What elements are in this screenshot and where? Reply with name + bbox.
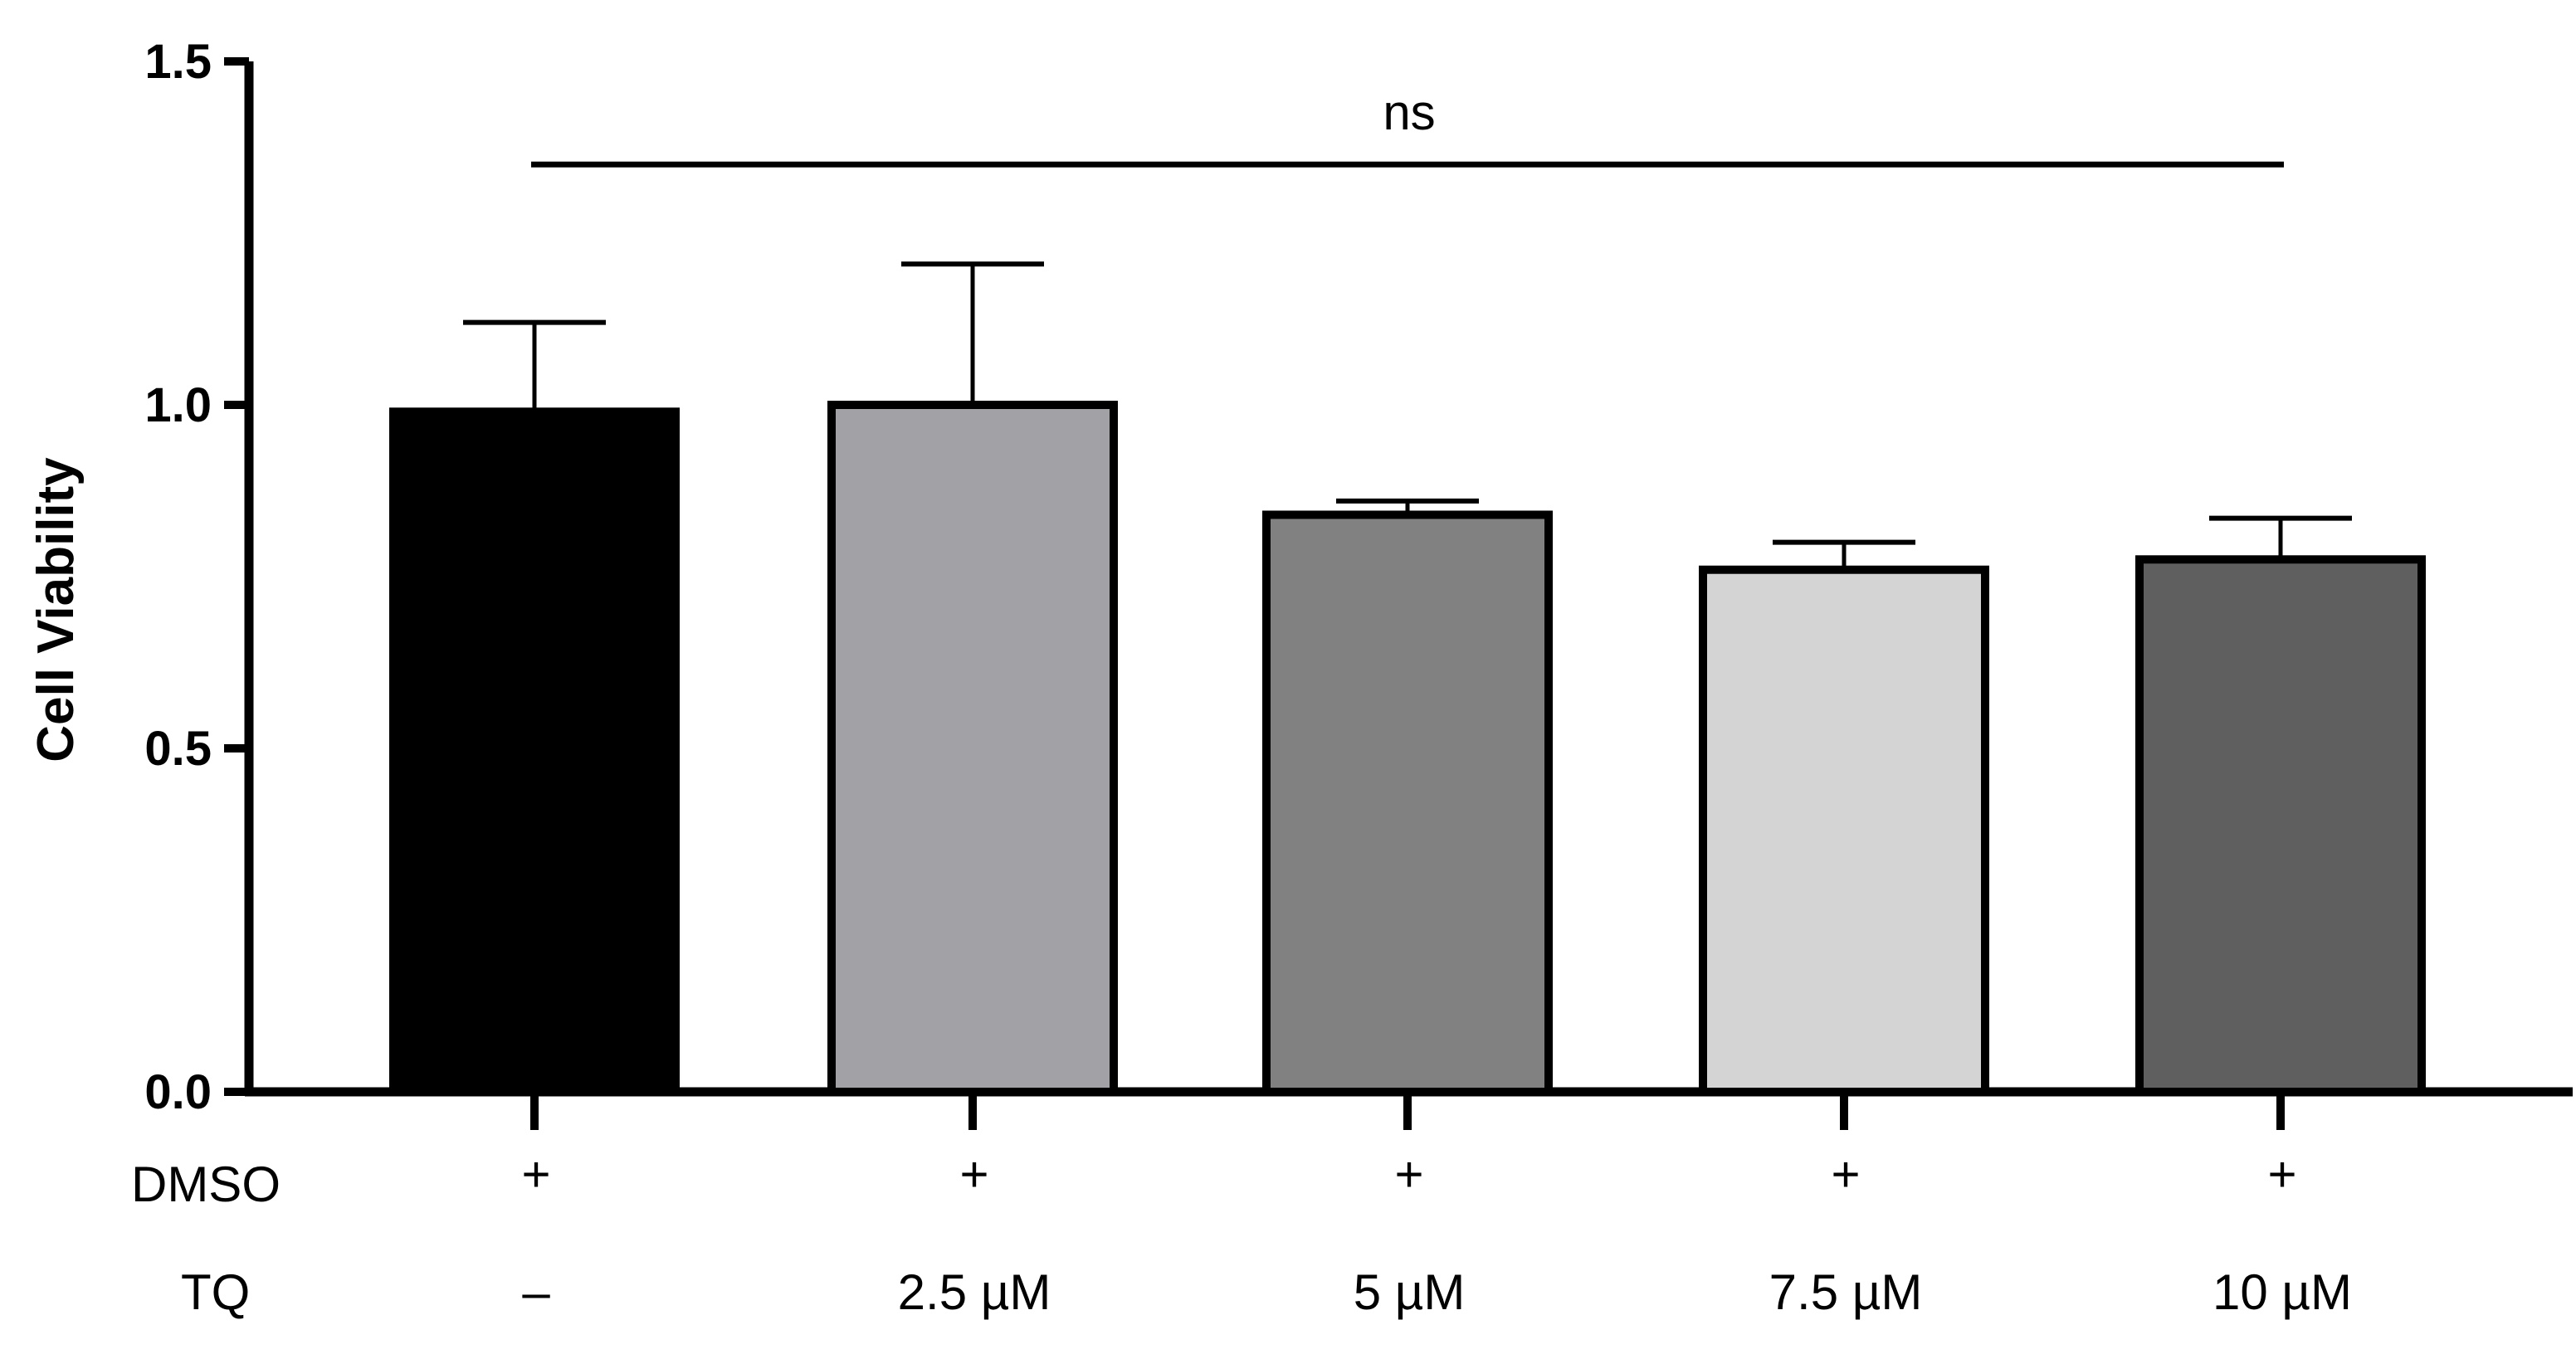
y-tick-label: 0.5 xyxy=(144,722,212,776)
error-bars xyxy=(463,261,2352,570)
condition-rows: DMSO + + + + + TQ – 2.5 µM 5 µM 7.5 µM 10 µM xyxy=(131,1147,2352,1320)
bar-3 xyxy=(1262,510,1553,1096)
bar-1 xyxy=(389,407,680,1096)
condition-value: + xyxy=(2267,1147,2296,1202)
y-tick-label: 1.0 xyxy=(144,378,212,432)
condition-value: 5 µM xyxy=(1354,1264,1466,1320)
bar-4 xyxy=(1699,565,1989,1096)
error-bar-3 xyxy=(1336,498,1479,515)
error-bar-1 xyxy=(463,319,606,412)
bars xyxy=(389,401,2426,1096)
error-bar-4 xyxy=(1773,539,1915,570)
significance-annotation: ns xyxy=(531,85,2284,168)
significance-label: ns xyxy=(1383,85,1435,140)
condition-value: 2.5 µM xyxy=(898,1264,1051,1320)
condition-value: + xyxy=(521,1147,550,1202)
error-bar-5 xyxy=(2209,515,2352,560)
condition-value: + xyxy=(959,1147,988,1202)
condition-value: + xyxy=(1831,1147,1860,1202)
bar-2 xyxy=(827,401,1118,1096)
row-label-tq: TQ xyxy=(181,1264,250,1320)
condition-value: – xyxy=(522,1264,550,1320)
y-axis-label: Cell Viability xyxy=(27,457,85,762)
row-label-dmso: DMSO xyxy=(131,1157,281,1212)
y-tick-label: 0.0 xyxy=(144,1065,212,1119)
error-bar-2 xyxy=(901,261,1044,405)
bar-5 xyxy=(2135,555,2426,1096)
y-tick-label: 1.5 xyxy=(144,35,212,89)
condition-value: 7.5 µM xyxy=(1769,1264,1923,1320)
condition-value: 10 µM xyxy=(2213,1264,2352,1320)
condition-value: + xyxy=(1394,1147,1423,1202)
